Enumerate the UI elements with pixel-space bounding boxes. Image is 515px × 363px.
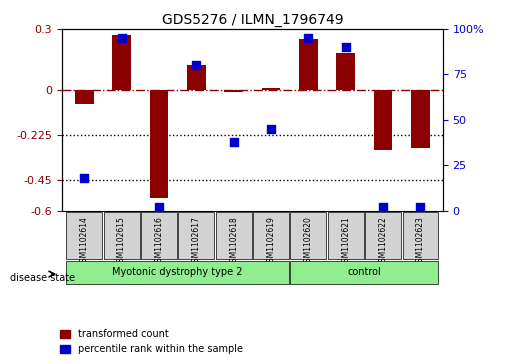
Bar bbox=[75, 90, 94, 104]
Bar bbox=[374, 90, 392, 150]
Point bbox=[341, 44, 350, 50]
FancyBboxPatch shape bbox=[290, 261, 438, 284]
FancyBboxPatch shape bbox=[104, 212, 140, 258]
Point bbox=[416, 204, 424, 210]
Bar bbox=[225, 90, 243, 91]
Bar bbox=[149, 90, 168, 199]
FancyBboxPatch shape bbox=[328, 212, 364, 258]
FancyBboxPatch shape bbox=[66, 261, 289, 284]
Text: GSM1102623: GSM1102623 bbox=[416, 216, 425, 267]
Text: GSM1102615: GSM1102615 bbox=[117, 216, 126, 267]
Bar bbox=[336, 53, 355, 90]
FancyBboxPatch shape bbox=[365, 212, 401, 258]
Bar bbox=[187, 65, 205, 90]
FancyBboxPatch shape bbox=[403, 212, 438, 258]
FancyBboxPatch shape bbox=[253, 212, 289, 258]
FancyBboxPatch shape bbox=[178, 212, 214, 258]
Text: Myotonic dystrophy type 2: Myotonic dystrophy type 2 bbox=[112, 267, 243, 277]
Text: GSM1102619: GSM1102619 bbox=[267, 216, 276, 267]
Text: GSM1102621: GSM1102621 bbox=[341, 216, 350, 267]
Point bbox=[304, 35, 313, 41]
Legend: transformed count, percentile rank within the sample: transformed count, percentile rank withi… bbox=[56, 326, 247, 358]
Text: GSM1102616: GSM1102616 bbox=[154, 216, 163, 267]
Text: GSM1102622: GSM1102622 bbox=[379, 216, 388, 267]
Point bbox=[117, 35, 126, 41]
FancyBboxPatch shape bbox=[66, 212, 102, 258]
Text: GSM1102618: GSM1102618 bbox=[229, 216, 238, 267]
Text: control: control bbox=[348, 267, 381, 277]
Text: GSM1102614: GSM1102614 bbox=[80, 216, 89, 267]
Bar bbox=[262, 87, 280, 90]
Bar bbox=[299, 39, 318, 90]
Text: GSM1102617: GSM1102617 bbox=[192, 216, 201, 267]
FancyBboxPatch shape bbox=[141, 212, 177, 258]
Point bbox=[192, 62, 200, 68]
Point bbox=[267, 126, 275, 132]
FancyBboxPatch shape bbox=[290, 212, 327, 258]
FancyBboxPatch shape bbox=[216, 212, 252, 258]
Bar bbox=[112, 35, 131, 90]
Point bbox=[379, 204, 387, 210]
Point bbox=[230, 139, 238, 144]
Point bbox=[80, 175, 89, 181]
Text: GSM1102620: GSM1102620 bbox=[304, 216, 313, 267]
Point bbox=[155, 204, 163, 210]
Text: disease state: disease state bbox=[10, 273, 75, 283]
Title: GDS5276 / ILMN_1796749: GDS5276 / ILMN_1796749 bbox=[162, 13, 343, 26]
Bar bbox=[411, 90, 430, 148]
